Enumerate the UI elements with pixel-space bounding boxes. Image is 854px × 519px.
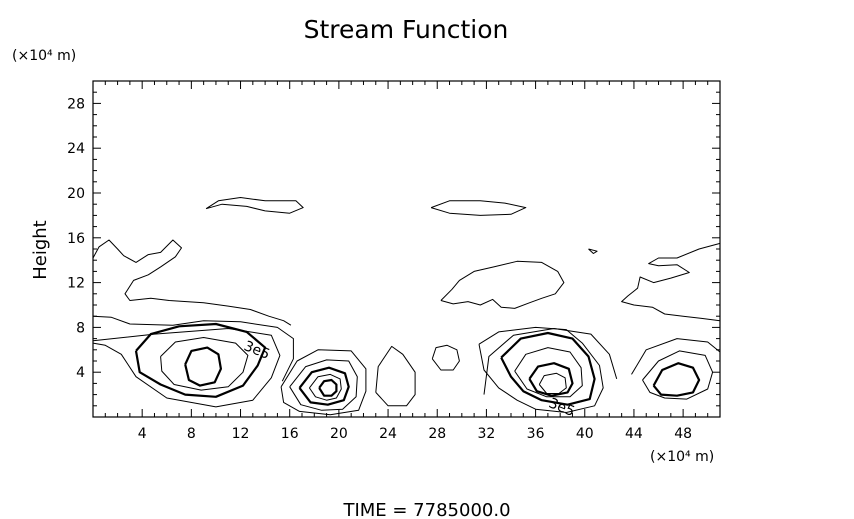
contour-line-17	[538, 372, 567, 394]
x-tick-label: 8	[187, 426, 196, 442]
contour-line-2	[134, 322, 267, 398]
contour-line-7	[289, 359, 358, 411]
contour-line-8	[298, 366, 350, 406]
contour-line-21	[652, 362, 701, 397]
contour-line-19	[631, 338, 721, 375]
contour-value-label: 3e5	[242, 338, 273, 363]
contour-line-23	[205, 197, 304, 214]
y-tick-label: 12	[67, 276, 85, 292]
contour-line-13	[478, 326, 604, 413]
contour-line-12	[431, 344, 460, 371]
x-tick-label: 16	[281, 426, 299, 442]
contour-line-20	[642, 350, 714, 400]
contour-line-4	[184, 346, 222, 387]
plot-frame	[92, 80, 721, 418]
y-tick-label: 8	[76, 320, 85, 336]
time-footer: TIME = 7785000.0	[342, 500, 510, 519]
chart-title: Stream Function	[304, 15, 509, 44]
x-tick-label: 28	[428, 426, 446, 442]
x-tick-label: 24	[379, 426, 397, 442]
x-tick-label: 12	[232, 426, 250, 442]
contour-line-14	[500, 331, 596, 406]
y-axis-unit: (×10⁴ m)	[12, 48, 76, 64]
y-tick-label: 4	[76, 365, 85, 381]
y-axis-label: Height	[30, 220, 51, 280]
contour-line-10	[318, 378, 338, 397]
contour-line-1	[92, 328, 281, 408]
contour-value-label: 3e5	[546, 395, 577, 420]
x-tick-label: 32	[477, 426, 495, 442]
contour-line-6	[280, 349, 367, 416]
x-axis-unit: (×10⁴ m)	[650, 449, 714, 465]
x-tick-label: 4	[138, 426, 147, 442]
contour-line-25	[440, 260, 565, 309]
contour-line-9	[308, 373, 342, 401]
contour-line-11	[375, 345, 416, 407]
y-tick-label: 24	[67, 141, 85, 157]
contour-line-22	[92, 239, 292, 326]
contour-line-24	[430, 200, 527, 216]
y-tick-label: 16	[67, 231, 85, 247]
x-tick-label: 44	[625, 426, 643, 442]
x-tick-label: 36	[527, 426, 545, 442]
contour-labels: 3e5 3e5	[242, 338, 577, 420]
x-tick-label: 20	[330, 426, 348, 442]
contour-line-16	[528, 362, 574, 397]
y-tick-label: 20	[67, 186, 85, 202]
contour-line-26	[588, 248, 598, 254]
contour-line-27	[621, 242, 721, 322]
contour-line-5	[92, 315, 294, 382]
y-tick-label: 28	[67, 96, 85, 112]
contour-line-15	[514, 347, 583, 398]
x-tick-label: 40	[576, 426, 594, 442]
contour-line-18	[483, 328, 618, 395]
contour-line-3	[160, 337, 249, 391]
contour-lines	[92, 197, 721, 416]
x-tick-label: 48	[674, 426, 692, 442]
axis-ticks	[92, 80, 721, 418]
